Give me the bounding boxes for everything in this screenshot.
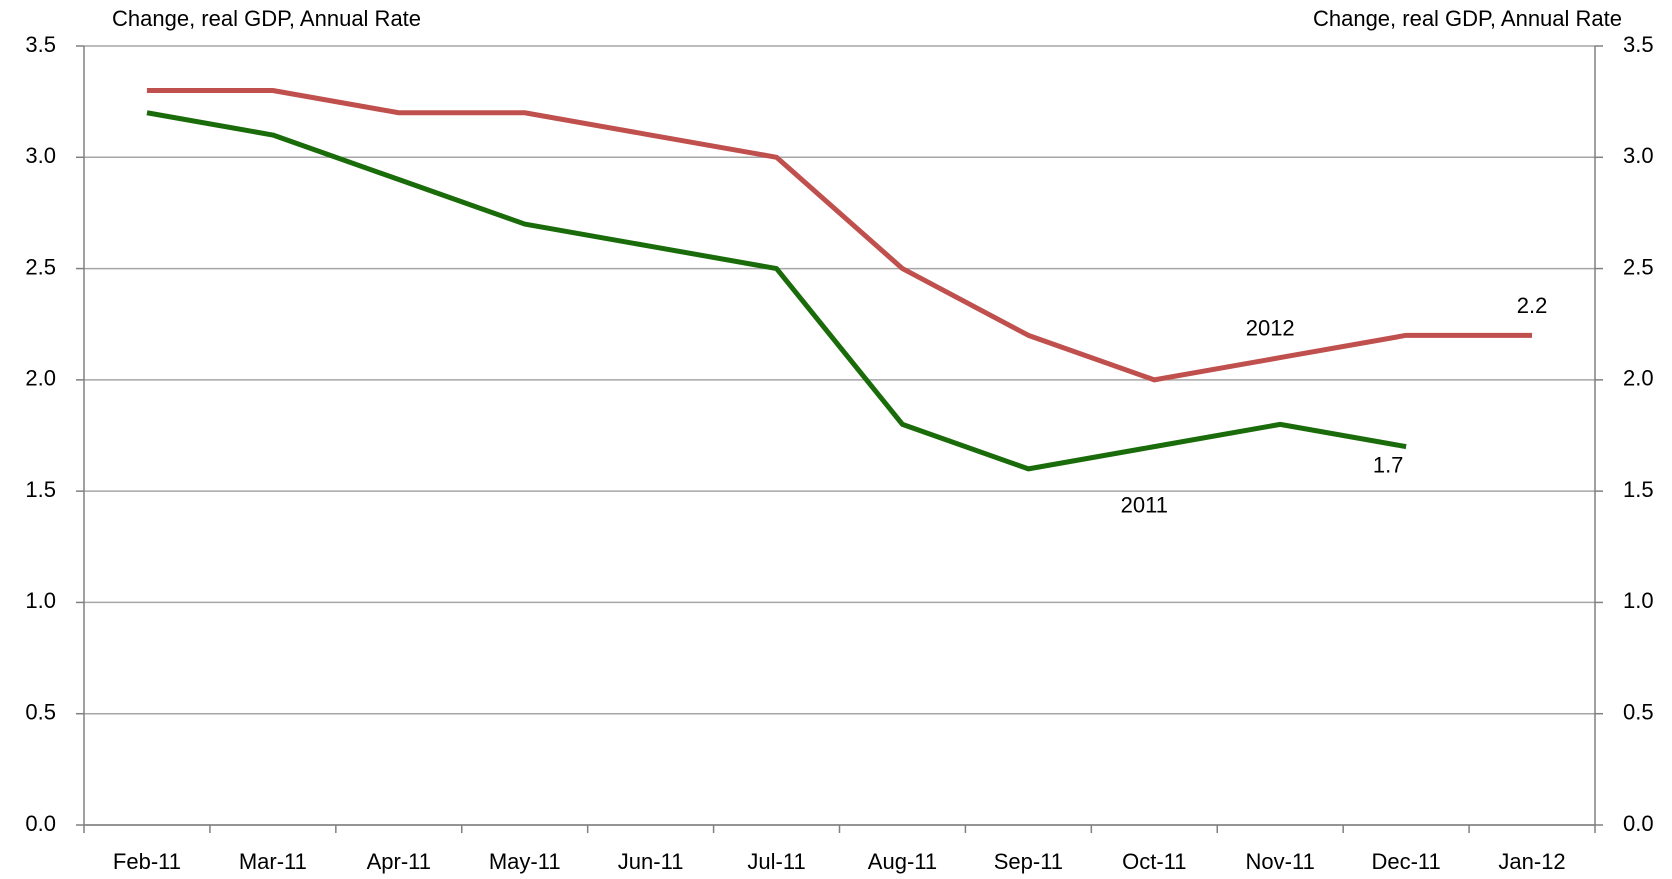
y-tick-label: 2.0 [25,366,56,391]
x-tick-label: Aug-11 [868,849,937,874]
x-tick-label: May-11 [489,849,561,874]
y2-tick-label: 3.0 [1623,143,1654,168]
series-name: 2012 [1246,315,1295,340]
y-axis-label: Change, real GDP, Annual Rate [112,6,421,31]
y-tick-label: 1.5 [25,477,56,502]
y2-tick-label: 3.5 [1623,32,1654,57]
series-name: 2011 [1121,492,1168,517]
y2-tick-label: 0.0 [1623,811,1654,836]
series-line [146,110,1407,472]
x-tick-label: Mar-11 [239,849,307,874]
data-label: 2.2 [1517,293,1548,318]
y-tick-label: 2.5 [25,254,56,279]
series-line [146,88,1533,383]
y-tick-label: 3.5 [25,32,56,57]
x-tick-label: Sep-11 [994,849,1063,874]
y-tick-label: 3.0 [25,143,56,168]
y-tick-label: 1.0 [25,588,56,613]
y2-tick-label: 2.0 [1623,366,1654,391]
x-tick-label: Jul-11 [747,849,805,874]
x-tick-label: Nov-11 [1246,849,1315,874]
x-tick-label: Oct-11 [1122,849,1186,874]
y2-tick-label: 1.5 [1623,477,1654,502]
y2-tick-label: 1.0 [1623,588,1654,613]
x-tick-label: Dec-11 [1371,849,1440,874]
x-tick-label: Feb-11 [113,849,181,874]
y2-tick-label: 2.5 [1623,254,1654,279]
x-tick-label: Jun-11 [618,849,684,874]
x-tick-label: Apr-11 [367,849,431,874]
y-tick-label: 0.0 [25,811,56,836]
y2-axis-label: Change, real GDP, Annual Rate [1313,6,1622,31]
data-label: 1.7 [1373,452,1404,477]
x-tick-label: Jan-12 [1498,849,1565,874]
y-tick-label: 0.5 [25,700,56,725]
y2-tick-label: 0.5 [1623,700,1654,725]
